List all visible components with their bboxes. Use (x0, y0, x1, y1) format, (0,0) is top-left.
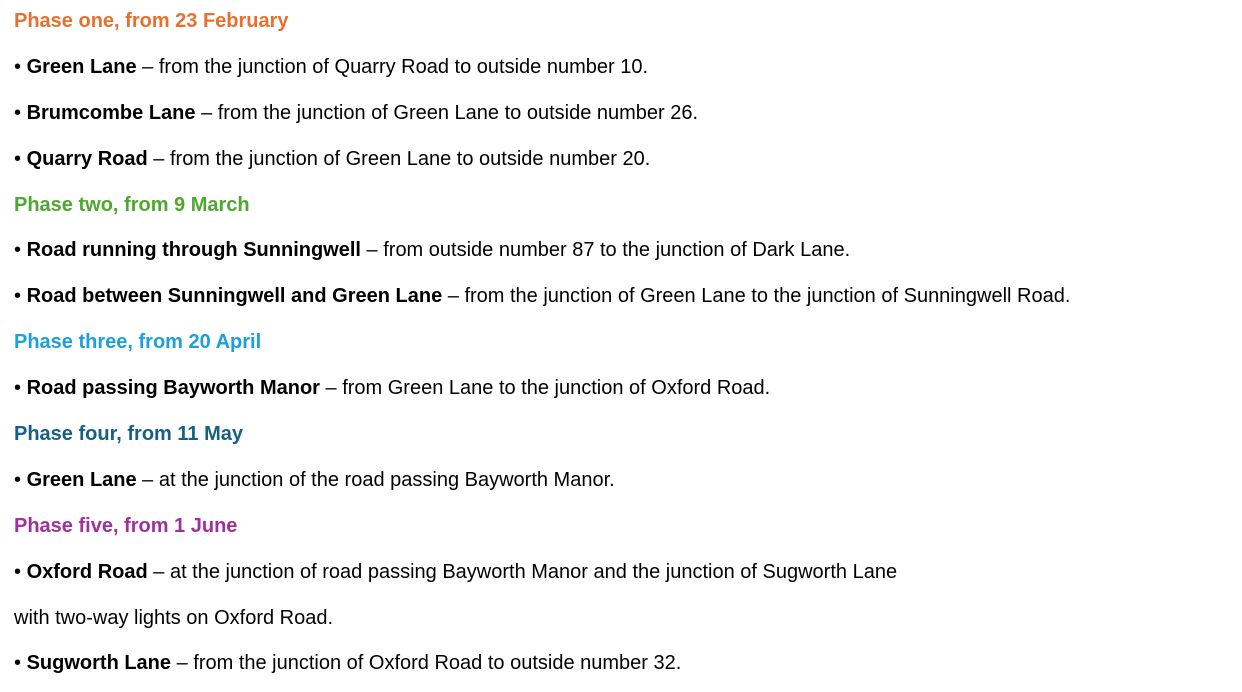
road-list-item: • Green Lane – from the junction of Quar… (14, 45, 1242, 91)
bullet-icon: • (14, 101, 22, 124)
phase-heading: Phase four, from 11 May (14, 423, 243, 446)
road-detail: – from the junction of Green Lane to out… (147, 147, 651, 170)
road-detail: – at the junction of road passing Baywor… (147, 560, 898, 583)
road-list-item: • Sugworth Lane – from the junction of O… (14, 641, 1242, 687)
road-name: Oxford Road (26, 560, 148, 583)
road-list-item: • Green Lane – at the junction of the ro… (14, 458, 1242, 504)
road-detail: – from the junction of Green Lane to out… (195, 101, 699, 124)
bullet-icon: • (14, 147, 22, 170)
road-name: Green Lane (26, 468, 137, 491)
road-list-item: • Oxford Road – at the junction of road … (14, 550, 1242, 596)
road-detail: – from the junction of Green Lane to the… (442, 285, 1071, 308)
road-name: Road between Sunningwell and Green Lane (26, 285, 443, 308)
road-name: Quarry Road (26, 147, 148, 170)
phase-heading: Phase three, from 20 April (14, 331, 262, 354)
bullet-icon: • (14, 285, 22, 308)
bullet-icon: • (14, 560, 22, 583)
road-name: Sugworth Lane (26, 652, 172, 675)
road-list-item: • Quarry Road – from the junction of Gre… (14, 137, 1242, 183)
road-detail: – from the junction of Oxford Road to ou… (171, 652, 682, 675)
road-name: Road passing Bayworth Manor (26, 377, 320, 400)
road-name: Road running through Sunningwell (26, 239, 361, 262)
road-list-item: • Brumcombe Lane – from the junction of … (14, 91, 1242, 137)
road-detail: – from the junction of Quarry Road to ou… (136, 55, 649, 78)
bullet-icon: • (14, 377, 22, 400)
phase-heading: Phase five, from 1 June (14, 514, 238, 537)
bullet-icon: • (14, 468, 22, 491)
phase-heading: Phase two, from 9 March (14, 193, 250, 216)
road-detail: – at the junction of the road passing Ba… (136, 468, 615, 491)
continuation-text: with two-way lights on Oxford Road. (14, 606, 334, 629)
road-list-item: • Road between Sunningwell and Green Lan… (14, 274, 1242, 320)
bullet-icon: • (14, 55, 22, 78)
road-detail: – from Green Lane to the junction of Oxf… (319, 377, 771, 400)
bullet-icon: • (14, 652, 22, 675)
road-list-item: • Road passing Bayworth Manor – from Gre… (14, 366, 1242, 412)
phase-heading: Phase one, from 23 February (14, 10, 289, 32)
road-name: Green Lane (26, 55, 137, 78)
road-name: Brumcombe Lane (26, 101, 196, 124)
road-detail: – from outside number 87 to the junction… (360, 239, 851, 262)
road-list-item: • Road running through Sunningwell – fro… (14, 228, 1242, 274)
bullet-icon: • (14, 239, 22, 262)
